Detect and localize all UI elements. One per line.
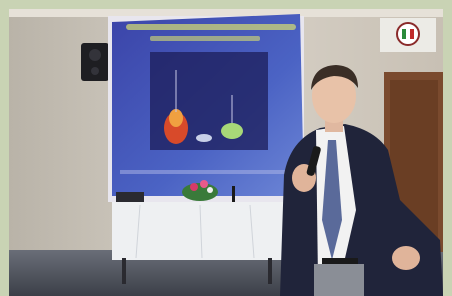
- table-leg: [268, 258, 272, 284]
- speaker-cone: [91, 67, 99, 75]
- slide-title-blur: [126, 24, 296, 30]
- slide-chart-blob: [221, 123, 243, 139]
- person-hand: [392, 246, 420, 270]
- table-leg: [122, 258, 126, 284]
- photo: [0, 0, 452, 296]
- person-trousers: [314, 264, 364, 296]
- page: [0, 0, 452, 296]
- flower: [190, 183, 198, 191]
- ceiling: [9, 9, 443, 17]
- slide-chart-blob: [196, 134, 212, 142]
- flower-arrangement: [182, 183, 218, 201]
- logo-mark: [402, 29, 406, 39]
- slide-title-blur: [150, 36, 260, 41]
- loudspeaker: [81, 43, 109, 81]
- logo: [397, 23, 419, 45]
- microphone-stand: [232, 186, 235, 202]
- speaker-cone: [89, 49, 101, 61]
- person-belt: [322, 258, 358, 264]
- slide-footnote-blur: [120, 170, 290, 174]
- flower: [207, 187, 213, 193]
- flower: [200, 180, 208, 188]
- logo-mark: [410, 29, 414, 39]
- table-item: [116, 192, 144, 202]
